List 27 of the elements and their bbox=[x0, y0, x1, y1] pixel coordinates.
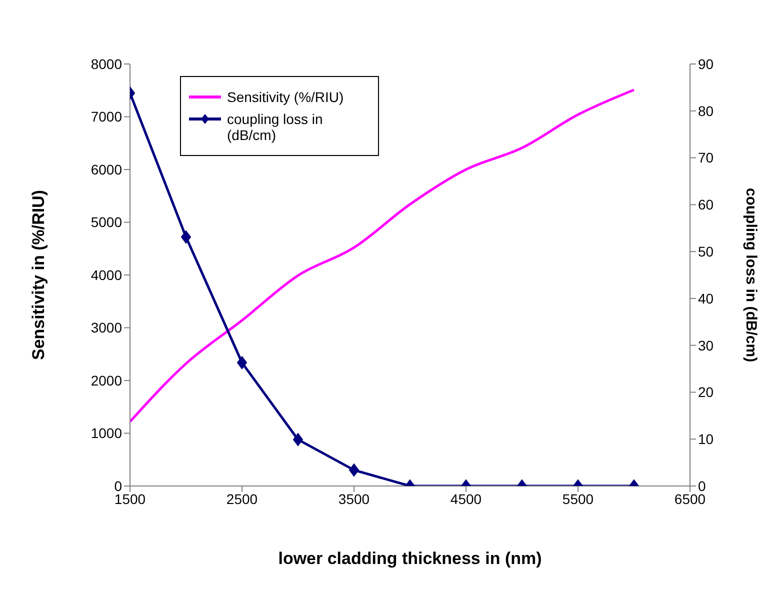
y-tick-label: 6000 bbox=[90, 161, 122, 178]
x-tick-label: 5500 bbox=[562, 490, 594, 507]
y-tick-label: 4000 bbox=[90, 266, 122, 283]
y-tick-label: 5000 bbox=[90, 214, 122, 230]
x-tick-label: 2500 bbox=[226, 490, 258, 507]
y-tick-label: 2000 bbox=[90, 372, 122, 388]
y2-tick-label: 80 bbox=[698, 102, 714, 119]
y2-tick-label: 20 bbox=[698, 384, 714, 400]
legend-label: coupling loss in (dB/cm) bbox=[227, 111, 324, 143]
y-tick-label: 7000 bbox=[90, 108, 122, 125]
y2-tick-label: 10 bbox=[698, 431, 714, 448]
y2-tick-label: 60 bbox=[698, 196, 714, 213]
y2-tick-label: 30 bbox=[698, 337, 714, 354]
x-tick-label: 4500 bbox=[450, 490, 482, 507]
y2-tick-label: 50 bbox=[698, 244, 714, 260]
y-tick-label: 3000 bbox=[90, 320, 122, 336]
y2-tick-label: 40 bbox=[698, 290, 714, 306]
y2-axis-title: coupling loss in (dB/cm) bbox=[742, 188, 760, 362]
x-axis-title: lower cladding thickness in (nm) bbox=[278, 549, 542, 568]
y2-tick-label: 90 bbox=[698, 56, 714, 72]
y-tick-label: 1000 bbox=[90, 425, 122, 442]
y-axis-title: Sensitivity in (%/RIU) bbox=[29, 190, 48, 360]
y-tick-label: 8000 bbox=[90, 56, 122, 72]
x-tick-label: 3500 bbox=[338, 490, 370, 507]
legend-label: Sensitivity (%/RIU) bbox=[227, 89, 344, 105]
line-series bbox=[130, 88, 636, 423]
y2-tick-label: 70 bbox=[698, 150, 714, 166]
